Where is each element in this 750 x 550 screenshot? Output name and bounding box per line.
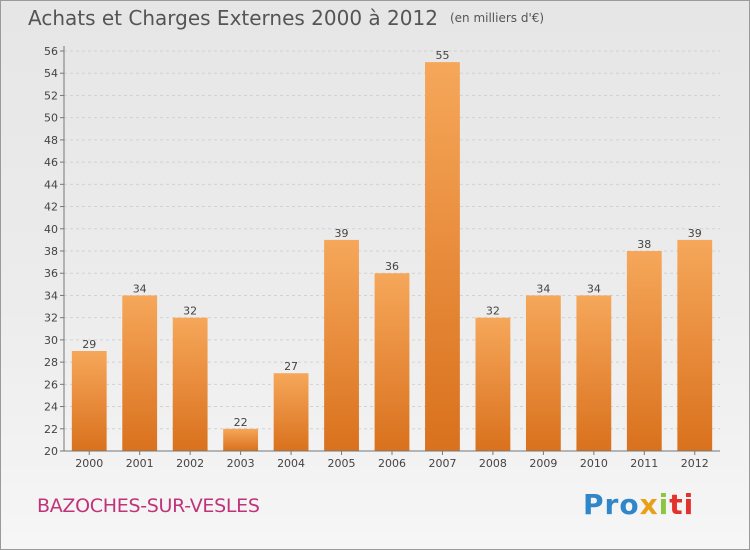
bar-value-label: 32 (183, 305, 197, 318)
y-tick-label: 40 (44, 223, 58, 236)
y-tick-label: 42 (44, 201, 58, 214)
bar-value-label: 38 (637, 238, 651, 251)
y-tick-label: 32 (44, 312, 58, 325)
y-tick-label: 26 (44, 378, 58, 391)
y-tick-label: 38 (44, 245, 58, 258)
title-text: Achats et Charges Externes 2000 à 2012 (28, 6, 438, 30)
y-tick-label: 28 (44, 356, 58, 369)
x-tick-label: 2003 (227, 457, 255, 470)
logo-part-3: i (658, 488, 670, 521)
bar (223, 428, 259, 451)
title-unit: (en milliers d'€) (449, 11, 545, 25)
bar (475, 317, 511, 451)
x-tick-label: 2008 (479, 457, 507, 470)
x-tick-label: 2001 (126, 457, 154, 470)
x-tick-label: 2007 (428, 457, 456, 470)
y-tick-label: 20 (44, 445, 58, 458)
y-tick-label: 22 (44, 423, 58, 436)
bar-value-label: 22 (234, 416, 248, 429)
y-tick-label: 56 (44, 45, 58, 58)
bar (374, 273, 410, 451)
y-tick-label: 30 (44, 334, 58, 347)
y-tick-label: 34 (44, 289, 58, 302)
bar-value-label: 32 (486, 305, 500, 318)
logo-part-4: ti (669, 488, 695, 521)
logo-part-2: x (639, 488, 659, 521)
logo-part-1: Pro (583, 488, 640, 521)
x-tick-label: 2011 (630, 457, 658, 470)
bar (122, 295, 158, 451)
bar-value-label: 34 (536, 282, 550, 295)
bar-value-label: 27 (284, 360, 298, 373)
proxiti-logo: Proxiti (583, 488, 694, 521)
x-tick-label: 2009 (529, 457, 557, 470)
bar (273, 373, 309, 451)
y-tick-label: 52 (44, 89, 58, 102)
x-tick-label: 2004 (277, 457, 305, 470)
axes: 20 22 24 26 28 30 32 34 36 38 40 42 44 46 48 50 52 54 56 20… (44, 45, 720, 470)
bar-value-label: 34 (133, 282, 147, 295)
bar (425, 62, 460, 451)
bar-value-label: 39 (688, 227, 702, 240)
chart-title: Achats et Charges Externes 2000 à 2012 (e… (28, 6, 544, 30)
y-tick-label: 24 (44, 401, 58, 414)
bar-value-label: 39 (335, 227, 349, 240)
bar (677, 239, 713, 451)
bar-value-label: 55 (435, 49, 449, 62)
y-tick-label: 36 (44, 267, 58, 280)
bar-value-label: 36 (385, 260, 399, 273)
y-tick-label: 44 (44, 178, 58, 191)
x-tick-label: 2012 (681, 457, 709, 470)
bar (525, 295, 561, 451)
bar (71, 351, 107, 451)
bar (324, 239, 359, 451)
x-tick-label: 2000 (75, 457, 103, 470)
x-tick-label: 2010 (580, 457, 608, 470)
x-tick-label: 2006 (378, 457, 406, 470)
bar (626, 251, 662, 451)
y-tick-label: 50 (44, 112, 58, 125)
bar (172, 317, 208, 451)
x-tick-label: 2005 (328, 457, 356, 470)
bar-value-label: 34 (587, 282, 601, 295)
y-tick-label: 46 (44, 156, 58, 169)
y-tick-label: 54 (44, 67, 58, 80)
y-tick-label: 48 (44, 134, 58, 147)
bar-value-label: 29 (82, 338, 96, 351)
bars: 29 34 32 22 27 39 36 55 32 34 34 38 39 (71, 49, 713, 451)
bar (576, 295, 612, 451)
commune-name: BAZOCHES-SUR-VESLES (37, 495, 260, 517)
x-tick-label: 2002 (176, 457, 204, 470)
